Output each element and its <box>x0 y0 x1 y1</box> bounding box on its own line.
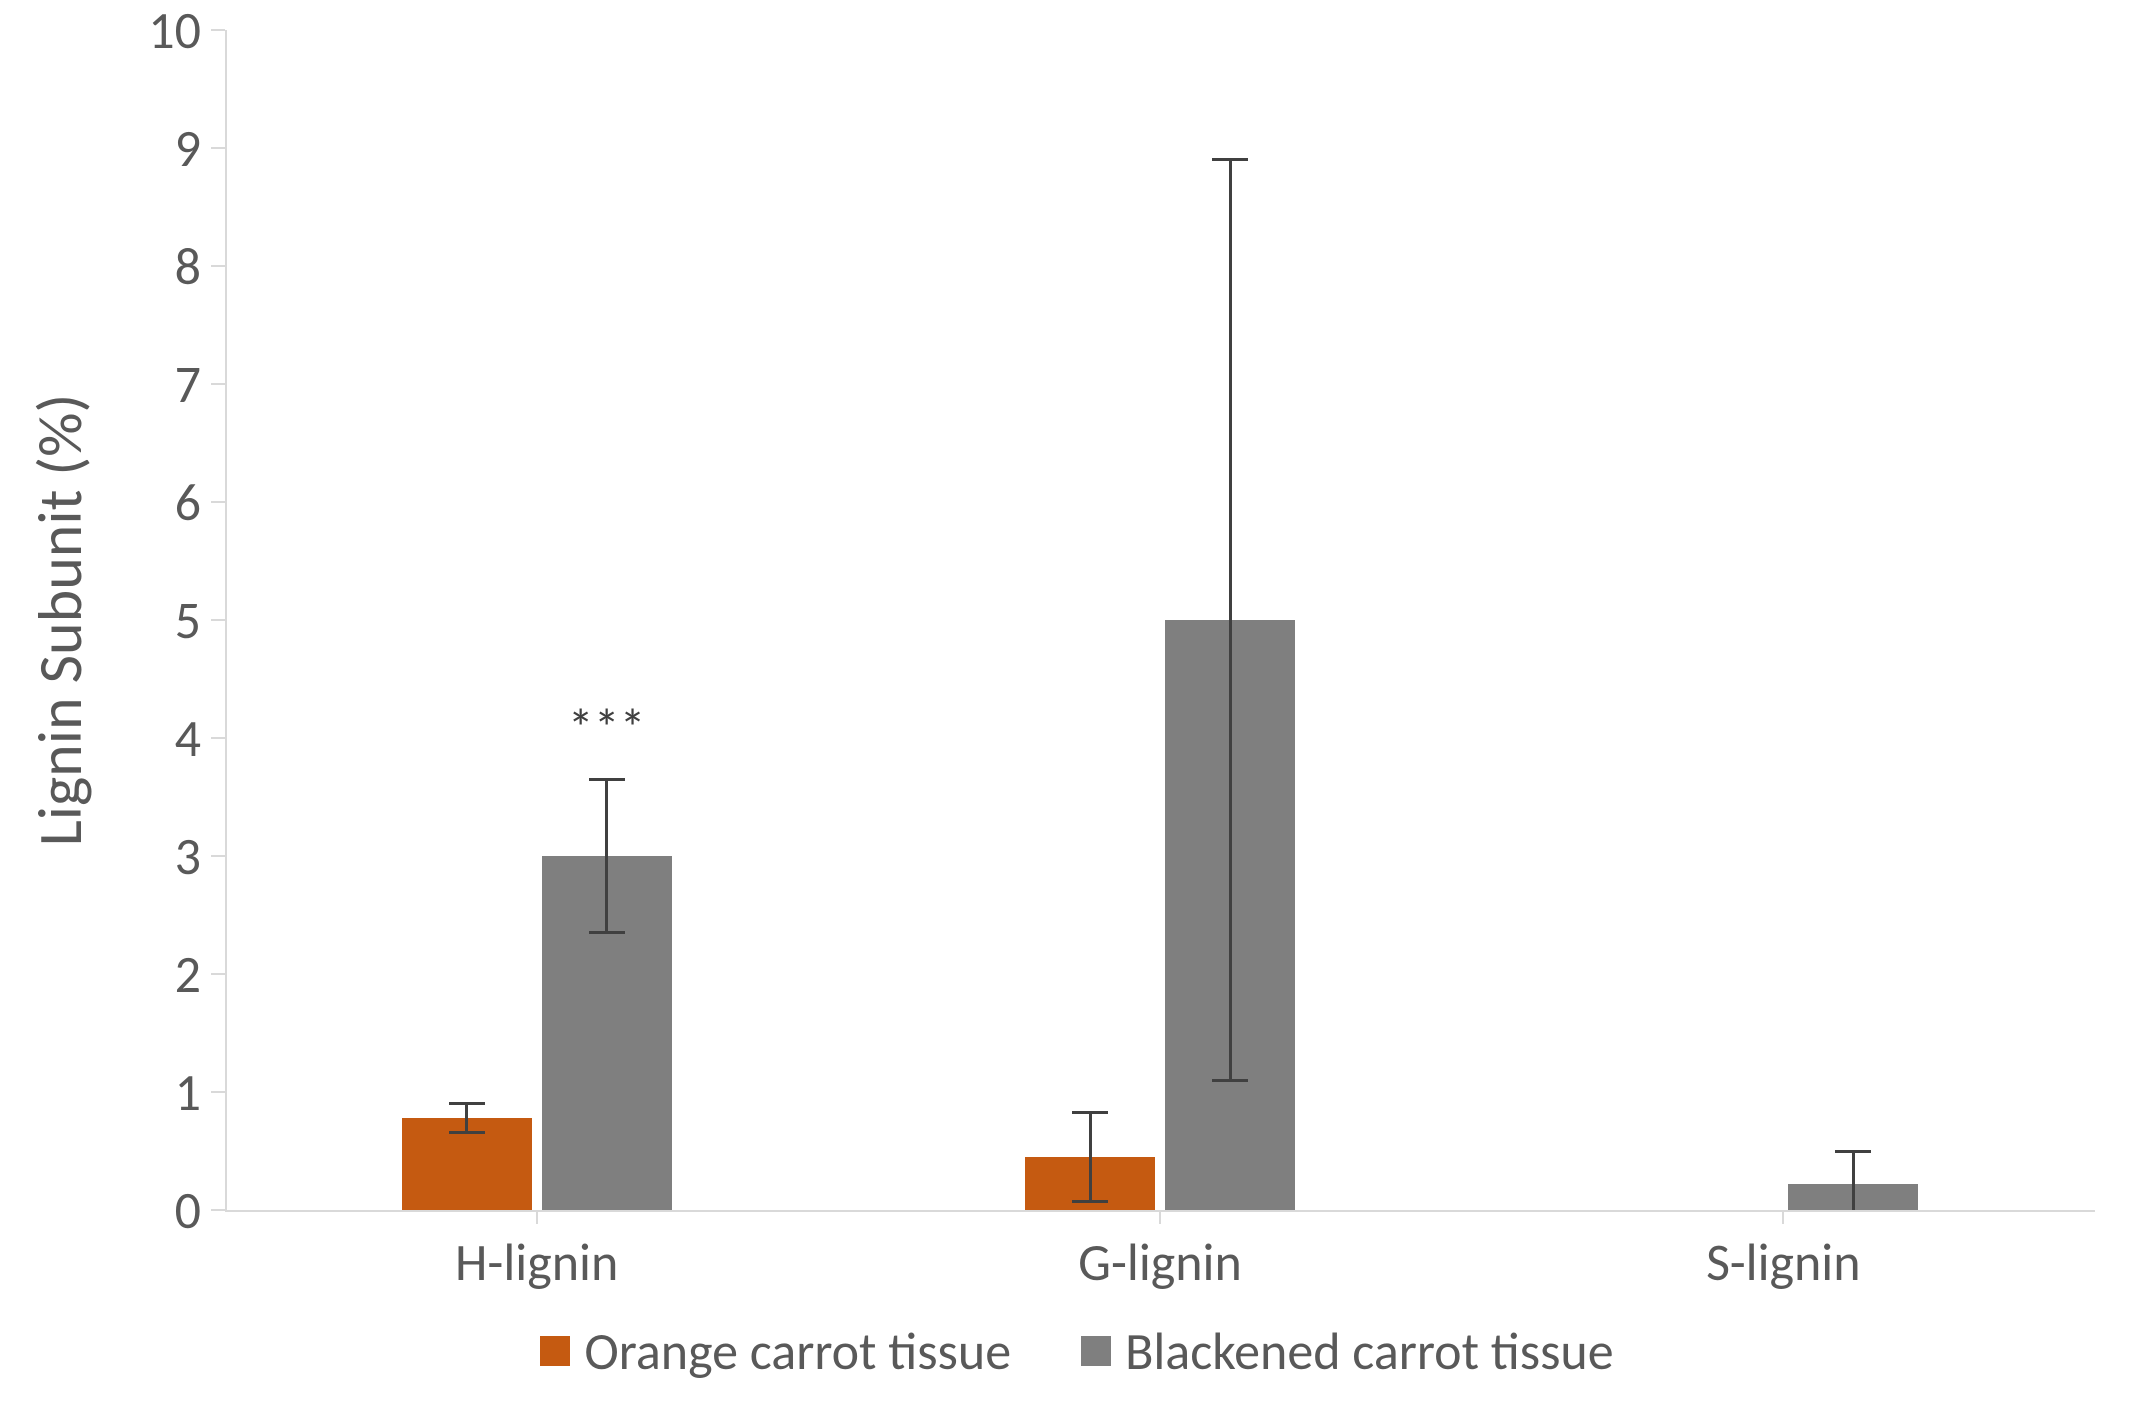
y-tick-label: 10 <box>148 0 201 62</box>
y-axis-line <box>225 30 227 1210</box>
error-bar <box>1229 160 1232 1080</box>
y-tick-label: 0 <box>175 1178 201 1242</box>
y-tick-mark <box>211 737 225 739</box>
legend-label: Orange carrot tissue <box>584 1319 1011 1383</box>
legend-label: Blackened carrot tissue <box>1125 1319 1614 1383</box>
y-tick-label: 4 <box>175 706 201 770</box>
y-tick-mark <box>211 501 225 503</box>
y-tick-label: 8 <box>175 234 201 298</box>
error-bar-cap <box>1072 1200 1108 1203</box>
error-bar-cap <box>1835 1150 1871 1153</box>
error-bar-cap <box>1072 1111 1108 1114</box>
y-tick-label: 1 <box>175 1060 201 1124</box>
error-bar <box>1852 1151 1855 1210</box>
legend: Orange carrot tissue Blackened carrot tis… <box>0 1316 2154 1383</box>
error-bar-cap <box>449 1102 485 1105</box>
x-tick-mark <box>1159 1210 1161 1224</box>
x-category-label: H-lignin <box>357 1230 717 1294</box>
y-tick-mark <box>211 265 225 267</box>
y-tick-mark <box>211 855 225 857</box>
y-tick-mark <box>211 147 225 149</box>
y-tick-label: 9 <box>175 116 201 180</box>
error-bar <box>465 1104 468 1132</box>
legend-item: Blackened carrot tissue <box>1081 1319 1614 1383</box>
y-tick-label: 7 <box>175 352 201 416</box>
significance-annotation: *** <box>507 696 707 760</box>
x-category-label: G-lignin <box>980 1230 1340 1294</box>
y-tick-label: 3 <box>175 824 201 888</box>
error-bar <box>1089 1112 1092 1202</box>
y-tick-label: 5 <box>175 588 201 652</box>
chart-container: 0 1 2 3 4 5 6 7 8 9 10 Lignin Subunit (%) H-lignin G-… <box>0 0 2154 1405</box>
error-bar-cap <box>589 931 625 934</box>
x-category-label: S-lignin <box>1603 1230 1963 1294</box>
y-tick-mark <box>211 973 225 975</box>
y-tick-mark <box>211 29 225 31</box>
y-tick-label: 2 <box>175 942 201 1006</box>
legend-swatch <box>540 1336 570 1366</box>
y-tick-mark <box>211 1209 225 1211</box>
error-bar <box>605 779 608 932</box>
y-tick-mark <box>211 383 225 385</box>
error-bar-cap <box>449 1131 485 1134</box>
legend-swatch <box>1081 1336 1111 1366</box>
y-tick-mark <box>211 1091 225 1093</box>
error-bar-cap <box>589 778 625 781</box>
y-tick-mark <box>211 619 225 621</box>
legend-item: Orange carrot tissue <box>540 1319 1011 1383</box>
error-bar-cap <box>1212 158 1248 161</box>
error-bar-cap <box>1212 1079 1248 1082</box>
y-tick-label: 6 <box>175 470 201 534</box>
y-axis-title: Lignin Subunit (%) <box>22 394 98 847</box>
x-tick-mark <box>536 1210 538 1224</box>
x-tick-mark <box>1782 1210 1784 1224</box>
